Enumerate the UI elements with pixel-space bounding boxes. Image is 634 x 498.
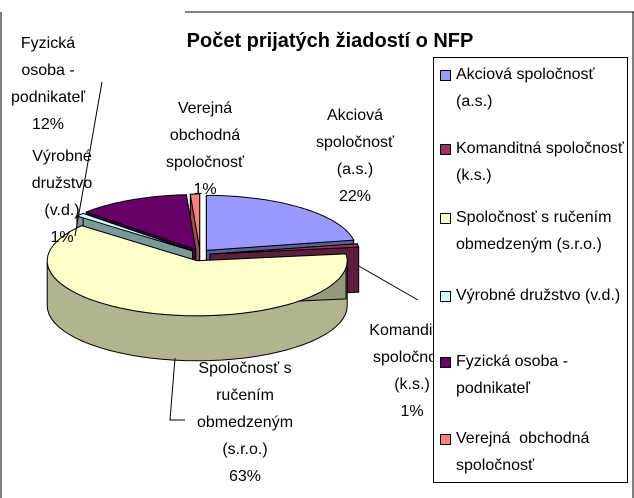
legend-swatch	[440, 434, 451, 445]
data-label: Výrobné družstvo (v.d.) 1%	[17, 143, 107, 251]
legend-label: Výrobné družstvo (v.d.)	[456, 287, 621, 304]
legend: Akciová spoločnosť (a.s.) Komanditná spol…	[433, 57, 628, 483]
data-label-value: 1%	[400, 403, 424, 420]
legend-entry: Fyzická osoba - podnikateľ	[440, 348, 625, 402]
data-label-value: 22%	[338, 188, 372, 205]
slice	[209, 243, 360, 255]
data-label-name: Fyzická osoba - podnikateľ	[10, 35, 86, 106]
legend-label: Akciová spoločnosť (a.s.)	[456, 66, 599, 110]
legend-entry: Výrobné družstvo (v.d.)	[440, 282, 625, 309]
legend-entry: Akciová spoločnosť (a.s.)	[440, 61, 625, 115]
slice	[84, 194, 197, 251]
data-label: Akciová spoločnosť (a.s.) 22%	[310, 102, 400, 210]
leader-line	[169, 357, 185, 421]
slice	[205, 194, 355, 251]
legend-swatch	[440, 213, 451, 224]
data-label: Spoločnosť s ručením obmedzeným (s.r.o.)…	[185, 355, 305, 490]
data-label-name: Výrobné družstvo (v.d.)	[31, 148, 93, 219]
legend-label: Verejná obchodná spoločnosť	[456, 430, 594, 474]
leader-line	[356, 264, 419, 301]
data-label-value: 63%	[228, 468, 262, 485]
data-label-value: 1%	[50, 229, 74, 246]
legend-swatch	[440, 291, 451, 302]
legend-swatch	[440, 357, 451, 368]
slice	[75, 212, 193, 252]
data-label-name: Akciová spoločnosť (a.s.)	[315, 107, 395, 178]
legend-entry: Verejná obchodná spoločnosť	[440, 425, 625, 479]
legend-label: Spoločnosť s ručením obmedzeným (s.r.o.)	[456, 209, 616, 253]
legend-entry: Komanditná spoločnosť (k.s.)	[440, 135, 625, 189]
data-label-value: 1%	[193, 181, 217, 198]
legend-swatch	[440, 70, 451, 81]
legend-label: Komanditná spoločnosť (k.s.)	[456, 140, 629, 184]
data-label: Fyzická osoba - podnikateľ 12%	[3, 30, 93, 138]
legend-entry: Spoločnosť s ručením obmedzeným (s.r.o.)	[440, 204, 625, 258]
slice	[189, 193, 201, 250]
data-label: Verejná obchodná spoločnosť 1%	[145, 95, 265, 203]
legend-swatch	[440, 144, 451, 155]
data-label-name: Spoločnosť s ručením obmedzeným (s.r.o.)	[196, 360, 294, 458]
slice	[46, 225, 348, 317]
data-label-value: 12%	[31, 116, 65, 133]
legend-label: Fyzická osoba - podnikateľ	[456, 353, 573, 397]
leader-line	[74, 81, 103, 237]
data-label-name: Verejná obchodná spoločnosť	[165, 100, 245, 171]
chart-title: Počet prijatých žiadostí o NFP	[186, 30, 474, 52]
